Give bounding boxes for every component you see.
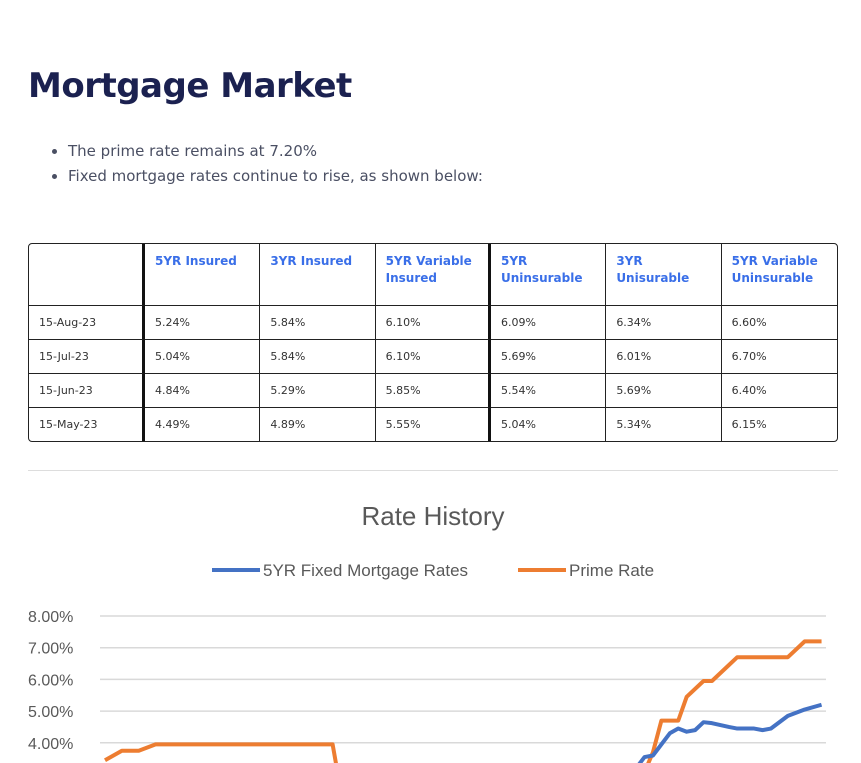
table-row: 15-Aug-23 5.24% 5.84% 6.10% 6.09% 6.34% 6.60% bbox=[29, 306, 837, 340]
table-cell: 4.49% bbox=[145, 408, 261, 441]
header-cell: 5YR Uninsurable bbox=[490, 244, 607, 306]
y-tick-label: 5.00% bbox=[28, 704, 73, 721]
table-cell: 5.85% bbox=[375, 374, 491, 408]
table-cell: 5.34% bbox=[606, 408, 722, 441]
table-cell: 15-Jun-23 bbox=[29, 374, 145, 408]
series-line-1 bbox=[104, 639, 822, 763]
y-tick-label: 8.00% bbox=[28, 609, 73, 626]
rate-history-chart: Rate History 5YR Fixed Mortgage Rates Pri… bbox=[28, 501, 826, 763]
legend-label: 5YR Fixed Mortgage Rates bbox=[263, 561, 468, 580]
table-cell: 15-Jul-23 bbox=[29, 340, 145, 374]
table-cell: 5.69% bbox=[490, 340, 607, 374]
table-cell: 6.09% bbox=[490, 306, 607, 340]
y-tick-label: 7.00% bbox=[28, 641, 73, 658]
rates-table: 5YR Insured 3YR Insured 5YR Variable Ins… bbox=[28, 243, 838, 442]
header-cell: 3YR Unisurable bbox=[606, 244, 722, 306]
bullet-item: Fixed mortgage rates continue to rise, a… bbox=[68, 168, 483, 185]
header-cell: 5YR Variable Insured bbox=[375, 244, 491, 306]
table-row: 15-May-23 4.49% 4.89% 5.55% 5.04% 5.34% 6.15% bbox=[29, 408, 837, 441]
table-cell: 5.69% bbox=[606, 374, 722, 408]
summary-list: The prime rate remains at 7.20% Fixed mo… bbox=[50, 143, 483, 193]
table-row: 15-Jun-23 4.84% 5.29% 5.85% 5.54% 5.69% 6.40% bbox=[29, 374, 837, 408]
page-title: Mortgage Market bbox=[28, 66, 352, 106]
table-cell: 6.10% bbox=[375, 340, 491, 374]
table-cell: 4.89% bbox=[260, 408, 376, 441]
header-cell: 3YR Insured bbox=[260, 244, 376, 306]
table-cell: 6.34% bbox=[606, 306, 722, 340]
table-cell: 6.15% bbox=[731, 418, 767, 431]
table-cell: 6.60% bbox=[721, 306, 837, 340]
divider bbox=[28, 470, 838, 471]
table-cell: 6.10% bbox=[375, 306, 491, 340]
table-cell: 5.55% bbox=[376, 408, 491, 441]
table-cell: 15-Aug-23 bbox=[29, 306, 145, 340]
header-cell bbox=[29, 244, 145, 306]
table-cell: 5.84% bbox=[260, 340, 376, 374]
legend-label: Prime Rate bbox=[569, 561, 654, 580]
table-row: 15-Jul-23 5.04% 5.84% 6.10% 5.69% 6.01% 6.70% bbox=[29, 340, 837, 374]
chart-title: Rate History bbox=[361, 501, 504, 531]
table-cell: 5.04% bbox=[491, 408, 607, 441]
table-cell: 6.40% bbox=[721, 374, 837, 408]
header-cell: 5YR Variable Uninsurable bbox=[721, 244, 837, 306]
table-cell: 5.84% bbox=[260, 306, 376, 340]
bullet-item: The prime rate remains at 7.20% bbox=[68, 143, 483, 160]
table-cell: 5.54% bbox=[490, 374, 607, 408]
y-tick-label: 4.00% bbox=[28, 736, 73, 753]
table-cell: 5.24% bbox=[145, 306, 261, 340]
table-cell: 4.84% bbox=[145, 374, 261, 408]
table-cell: 6.70% bbox=[721, 340, 837, 374]
y-tick-label: 6.00% bbox=[28, 672, 73, 689]
series-line-0 bbox=[637, 702, 823, 763]
table-cell: 6.01% bbox=[606, 340, 722, 374]
header-cell: 5YR Insured bbox=[145, 244, 261, 306]
table-cell: 15-May-23 bbox=[29, 408, 145, 441]
table-cell: 5.29% bbox=[260, 374, 376, 408]
table-cell: 5.04% bbox=[145, 340, 261, 374]
